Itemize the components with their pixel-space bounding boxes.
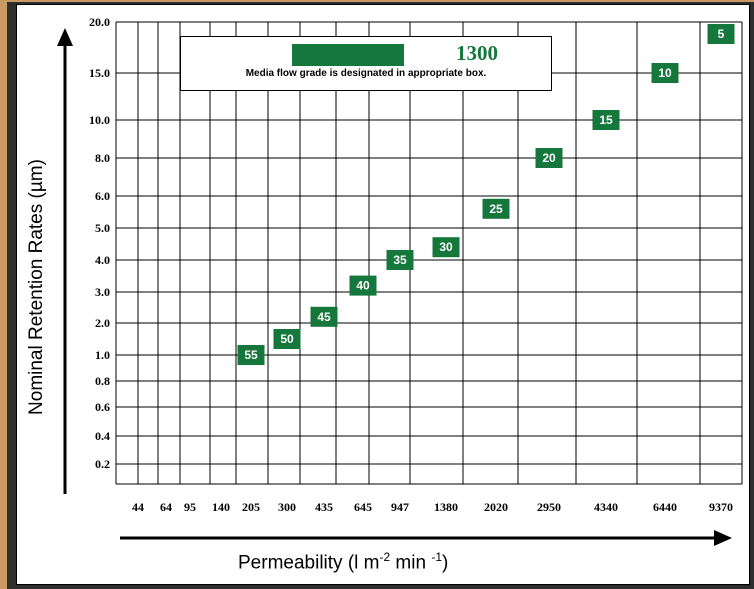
badge-label: 40	[356, 279, 370, 293]
y-tick-label: 15.0	[89, 66, 110, 80]
badge-label: 5	[718, 27, 725, 41]
y-tick-label: 1.0	[95, 348, 110, 362]
x-tick-label: 4340	[594, 500, 618, 514]
data-point-badge: 35	[386, 250, 414, 270]
x-axis-label-end: )	[442, 552, 449, 574]
x-tick-label: 9370	[709, 500, 733, 514]
badge-label: 15	[599, 113, 613, 127]
badge-box	[482, 198, 510, 219]
data-point-badge: 25	[482, 198, 510, 219]
y-tick-label: 0.4	[95, 429, 110, 443]
x-tick-label: 64	[160, 500, 172, 514]
y-axis-arrow-head	[57, 28, 73, 46]
badge-label: 35	[393, 253, 407, 267]
x-axis-label-sup1: -2	[379, 550, 391, 564]
badge-box	[386, 250, 414, 270]
badge-box	[592, 110, 620, 130]
legend-box: 1300 Media flow grade is designated in a…	[180, 36, 552, 91]
y-tick-label: 0.8	[95, 374, 110, 388]
badge-box	[310, 306, 338, 327]
data-point-badge: 5	[707, 24, 735, 44]
x-axis-label: Permeability (l m-2 min -1)	[238, 550, 448, 574]
y-tick-label: 6.0	[95, 189, 110, 203]
y-tick-label: 10.0	[89, 113, 110, 127]
badge-box	[651, 63, 679, 83]
x-axis-arrow-head	[714, 530, 732, 546]
y-tick-label: 2.0	[95, 316, 110, 330]
badge-box	[535, 148, 563, 168]
y-axis-label: Nominal Retention Rates (µm)	[26, 159, 47, 415]
badge-box	[349, 275, 377, 296]
y-tick-label: 5.0	[95, 221, 110, 235]
y-tick-label: 0.6	[95, 400, 110, 414]
badge-label: 25	[489, 202, 503, 216]
x-tick-label: 300	[278, 500, 296, 514]
badge-label: 20	[542, 151, 556, 165]
data-point-badge: 55	[237, 345, 265, 365]
data-point-badge: 15	[592, 110, 620, 130]
y-tick-label: 20.0	[89, 15, 110, 29]
x-tick-label: 95	[184, 500, 196, 514]
x-tick-label: 947	[391, 500, 409, 514]
x-tick-labels: 44 64 95 140 205 300 435 645 947 1380 2020 2950 4340…	[132, 500, 733, 514]
x-tick-label: 140	[212, 500, 230, 514]
badge-box	[432, 237, 460, 258]
badge-label: 30	[439, 240, 453, 254]
legend-value: 1300	[456, 41, 498, 65]
grid-lines	[115, 21, 743, 485]
badge-label: 10	[658, 66, 672, 80]
axis-arrows	[57, 28, 732, 546]
legend-note: Media flow grade is designated in approp…	[245, 68, 487, 79]
x-tick-label: 1380	[434, 500, 458, 514]
y-tick-label: 3.0	[95, 285, 110, 299]
data-point-badge: 30	[432, 237, 460, 258]
y-tick-label: 4.0	[95, 253, 110, 267]
x-tick-label: 2950	[537, 500, 561, 514]
y-tick-label: 8.0	[95, 151, 110, 165]
x-tick-label: 435	[315, 500, 333, 514]
data-point-badge: 40	[349, 275, 377, 296]
data-point-badge: 20	[535, 148, 563, 168]
badge-box	[237, 345, 265, 365]
badge-box	[707, 24, 735, 44]
data-point-badge: 45	[310, 306, 338, 327]
badge-label: 45	[317, 310, 331, 324]
x-axis-label-sup2: -1	[431, 550, 443, 564]
data-points: 55 50 45 40 35 30 25 20 15 10 5	[237, 24, 735, 365]
x-axis-label-mid: min	[390, 552, 432, 574]
x-tick-label: 205	[242, 500, 260, 514]
data-point-badge: 50	[273, 329, 301, 349]
badge-box	[273, 329, 301, 349]
y-tick-label: 0.2	[95, 457, 110, 471]
x-axis-label-main: Permeability (l m	[238, 552, 380, 574]
badge-label: 55	[244, 348, 258, 362]
data-point-badge: 10	[651, 63, 679, 83]
badge-label: 50	[280, 332, 294, 346]
x-tick-label: 645	[354, 500, 372, 514]
x-tick-label: 44	[132, 500, 144, 514]
y-tick-labels: 0.2 0.4 0.6 0.8 1.0 2.0 3.0 4.0 5.0 6.0 8.0 10.0 15.…	[89, 15, 110, 471]
x-tick-label: 6440	[653, 500, 677, 514]
legend-swatch	[292, 44, 404, 66]
x-tick-label: 2020	[484, 500, 508, 514]
